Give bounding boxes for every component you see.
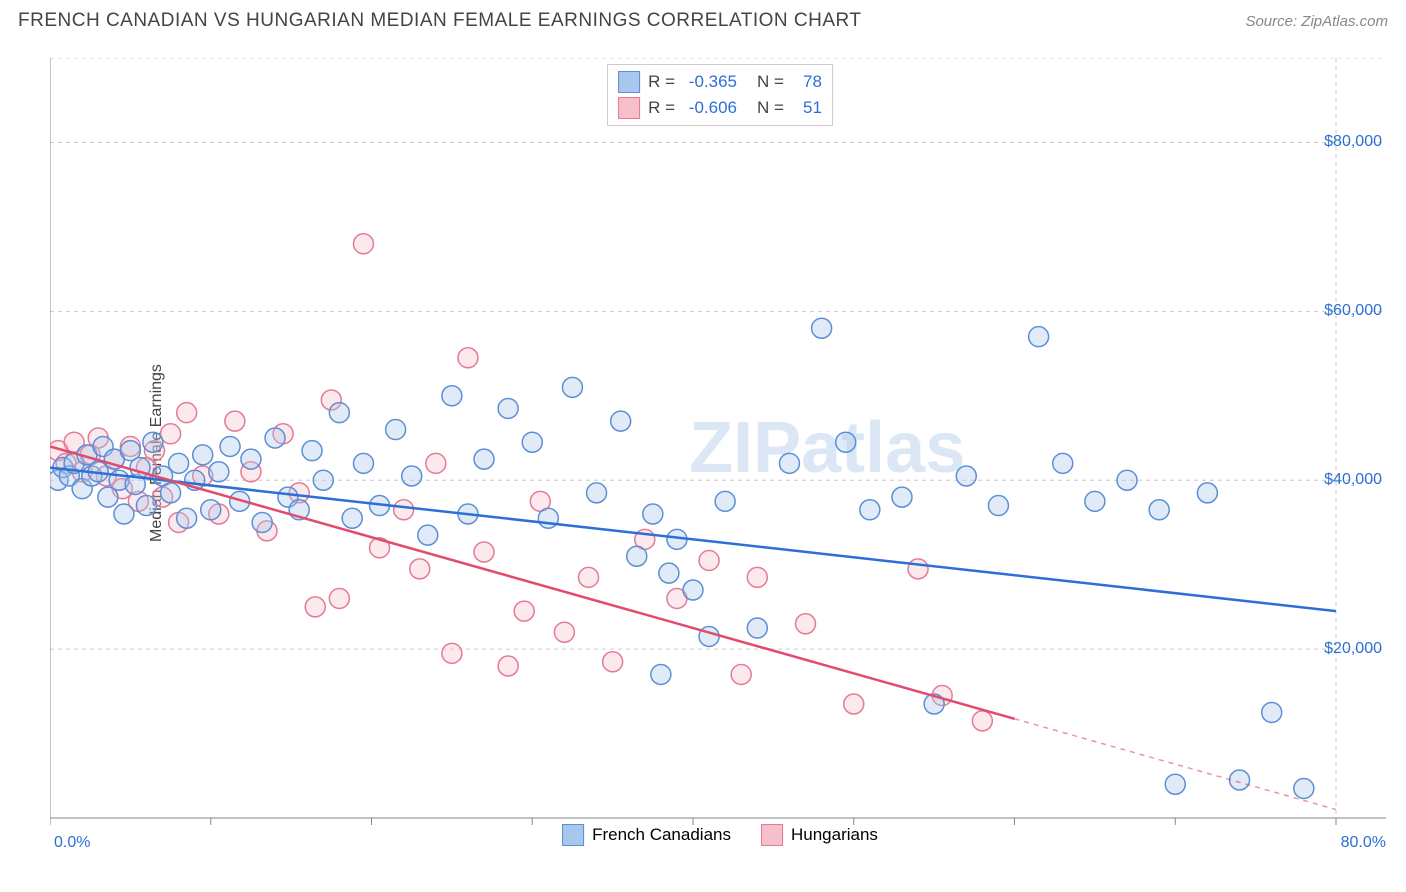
n-value-1: 78: [792, 72, 822, 92]
correlation-row-1: R = -0.365 N = 78: [618, 69, 822, 95]
legend-swatch-2: [761, 824, 783, 846]
legend-swatch-series-2: [618, 97, 640, 119]
legend-swatch-series-1: [618, 71, 640, 93]
x-axis-min-label: 0.0%: [54, 834, 90, 852]
r-label: R =: [648, 72, 675, 92]
n-label: N =: [757, 72, 784, 92]
y-tick-label: $60,000: [1324, 302, 1382, 320]
legend-item-1: French Canadians: [562, 824, 731, 846]
n-label: N =: [757, 98, 784, 118]
legend-label-2: Hungarians: [791, 825, 878, 845]
r-label: R =: [648, 98, 675, 118]
legend-label-1: French Canadians: [592, 825, 731, 845]
r-value-2: -0.606: [683, 98, 737, 118]
svg-text:ZIPatlas: ZIPatlas: [689, 408, 965, 488]
chart-source: Source: ZipAtlas.com: [1245, 13, 1388, 30]
y-tick-label: $40,000: [1324, 471, 1382, 489]
x-axis-max-label: 80.0%: [1341, 834, 1386, 852]
chart-svg: ZIPatlas: [50, 58, 1390, 848]
y-tick-label: $80,000: [1324, 133, 1382, 151]
correlation-row-2: R = -0.606 N = 51: [618, 95, 822, 121]
bottom-legend: French Canadians Hungarians: [562, 824, 878, 846]
chart-header: FRENCH CANADIAN VS HUNGARIAN MEDIAN FEMA…: [0, 0, 1406, 38]
legend-item-2: Hungarians: [761, 824, 878, 846]
y-tick-label: $20,000: [1324, 640, 1382, 658]
legend-swatch-1: [562, 824, 584, 846]
chart-title: FRENCH CANADIAN VS HUNGARIAN MEDIAN FEMA…: [18, 10, 862, 32]
correlation-box: R = -0.365 N = 78 R = -0.606 N = 51: [607, 64, 833, 126]
r-value-1: -0.365: [683, 72, 737, 92]
chart-area: Median Female Earnings ZIPatlas $20,000$…: [50, 58, 1390, 848]
n-value-2: 51: [792, 98, 822, 118]
